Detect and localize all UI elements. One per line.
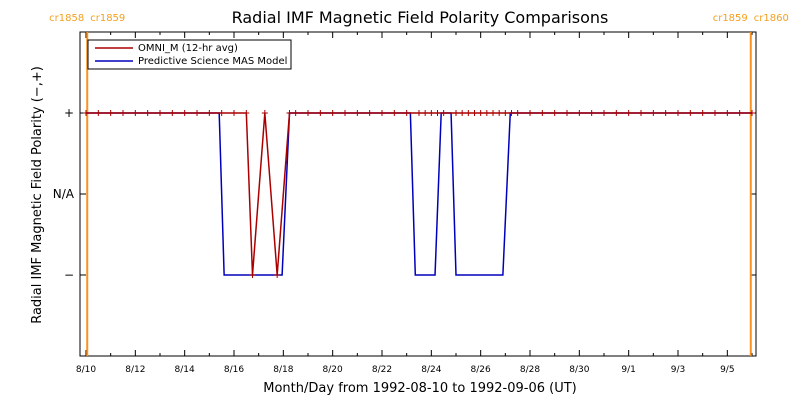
omni-data-point [508,110,515,116]
chart-title: Radial IMF Magnetic Field Polarity Compa… [232,8,609,27]
omni-data-point [477,110,484,116]
omni-data-point [169,110,176,116]
ticks-layer: 8/10 8/12 8/14 8/16 8/18 8/20 8/22 8/24 8/26 8/28… [53,32,756,375]
omni-data-point [736,110,743,116]
omni-data-point [107,110,114,116]
omni-data-point [416,110,422,116]
omni-data-point [465,110,472,116]
x-tick-label: 9/1 [621,365,635,375]
carrington-label-left: cr1858 [49,13,84,24]
omni-data-point [539,110,546,116]
legend-label-mas: Predictive Science MAS Model [138,56,287,67]
omni-data-point [366,110,373,116]
omni-data-point [496,110,503,116]
omni-data-point [712,110,718,116]
x-tick-label: 8/16 [224,365,244,375]
omni-data-point [662,110,669,116]
x-tick-label: 8/12 [125,365,145,375]
omni-data-point [261,110,268,116]
omni-data-point [625,110,632,116]
x-tick-label: 8/18 [273,365,293,375]
legend-label-omni: OMNI_M (12-hr avg) [138,43,238,54]
series-layer [83,110,755,278]
omni-data-point [638,110,644,116]
omni-data-point [687,110,694,116]
legend: OMNI_M (12-hr avg) Predictive Science MA… [87,39,292,70]
omni-data-point [194,110,200,116]
omni-data-point [551,110,558,116]
omni-data-point [527,110,533,116]
omni-data-point [588,110,595,116]
plot-frame [79,31,757,357]
omni-data-point [274,272,281,278]
omni-data-point [434,110,441,116]
omni-data-point [144,110,151,116]
omni-data-point [699,110,706,116]
x-tick-label: 8/20 [323,365,343,375]
x-tick-label: 8/28 [520,365,540,375]
omni-data-point [453,110,459,116]
omni-data-point [379,110,385,116]
omni-data-point [564,110,570,116]
x-tick-label: 9/3 [671,365,685,375]
carrington-markers: cr1858 cr1859 cr1859 cr1860 [49,13,789,356]
omni-data-point [206,110,213,116]
omni-data-point [428,110,435,116]
x-tick-label: 8/10 [76,365,96,375]
omni-data-point [403,110,410,116]
x-tick-label: 9/5 [720,365,734,375]
x-tick-label: 8/14 [175,365,195,375]
omni-data-point [613,110,620,116]
omni-data-point [391,110,398,116]
legend-box [87,39,292,70]
omni-data-point [354,110,361,116]
omni-data-point [471,110,478,116]
omni-data-point [422,110,429,116]
omni-data-point [502,110,509,116]
omni-data-point [483,110,490,116]
carrington-label-right: cr1860 [754,13,789,24]
y-tick-label: N/A [53,187,75,201]
omni-data-point [218,110,225,116]
omni-data-point [490,110,496,116]
omni-data-point [132,110,139,116]
omni-data-point [181,110,188,116]
omni-data-point [601,110,607,116]
omni-data-point [329,110,336,116]
carrington-label-left: cr1859 [713,13,748,24]
omni-data-point [243,110,250,116]
x-tick-label: 8/22 [372,365,392,375]
omni-data-point [459,110,466,116]
omni-series-line [86,112,752,276]
omni-data-point [249,272,256,278]
omni-data-point [342,110,348,116]
omni-data-point [317,110,324,116]
x-tick-label: 8/30 [569,365,589,375]
carrington-label-right: cr1859 [90,13,125,24]
omni-data-point [749,110,755,116]
omni-data-point [83,110,89,116]
x-tick-label: 8/24 [421,365,441,375]
omni-data-point [292,110,299,116]
omni-data-point [724,110,731,116]
omni-data-point [440,110,447,116]
y-tick-label: + [64,106,74,120]
y-axis-label: Radial IMF Magnetic Field Polarity (−,+) [30,66,45,324]
y-tick-label: − [64,268,74,282]
omni-data-point [231,110,237,116]
omni-data-point [286,110,293,116]
x-axis-label: Month/Day from 1992-08-10 to 1992-09-06 … [263,381,576,396]
omni-data-point [120,110,126,116]
omni-data-point [157,110,163,116]
omni-data-point [650,110,657,116]
omni-data-point [576,110,583,116]
omni-data-point [95,110,102,116]
mas-series-line [86,112,752,276]
omni-data-point [675,110,681,116]
omni-data-point [514,110,521,116]
x-tick-label: 8/26 [471,365,491,375]
omni-data-point [305,110,311,116]
